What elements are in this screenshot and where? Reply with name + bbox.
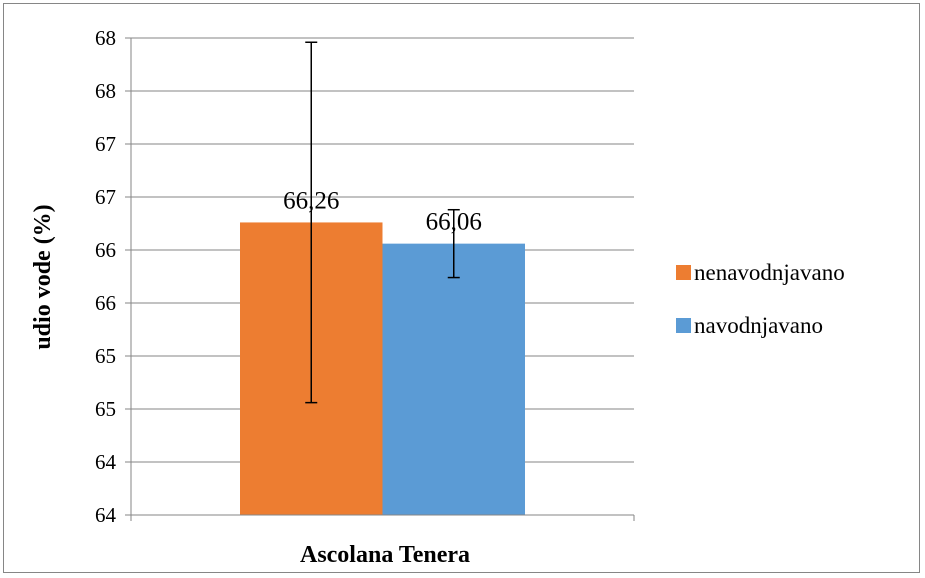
y-tick-label: 66 (95, 238, 116, 262)
y-tick-label: 68 (95, 79, 116, 103)
y-tick-label: 64 (95, 450, 117, 474)
y-tick-label: 68 (95, 26, 116, 50)
y-tick-label: 65 (95, 397, 116, 421)
bars (240, 222, 525, 515)
y-tick-label: 67 (95, 132, 116, 156)
legend: nenavodnjavano navodnjavano (676, 260, 845, 338)
x-axis-title: Ascolana Tenera (300, 542, 470, 568)
bar-navodnjavano (382, 243, 525, 515)
y-tick-label: 64 (95, 503, 117, 527)
axes (130, 38, 635, 521)
data-label-nenavodnjavano: 66,26 (283, 187, 339, 214)
y-tick-label: 67 (95, 185, 116, 209)
legend-label-nenavodnjavano: nenavodnjavano (694, 260, 845, 285)
y-tick-label: 65 (95, 344, 116, 368)
y-tick-labels: 64 64 65 65 66 66 67 67 68 68 (95, 26, 117, 527)
error-bars (305, 41, 460, 404)
data-labels: 66,26 66,06 (283, 187, 482, 235)
legend-swatch-navodnjavano (676, 318, 691, 333)
y-tick-label: 66 (95, 291, 116, 315)
y-axis-title: udio vode (%) (30, 204, 56, 349)
data-label-navodnjavano: 66,06 (426, 209, 482, 236)
legend-swatch-nenavodnjavano (676, 265, 691, 280)
legend-label-navodnjavano: navodnjavano (694, 313, 823, 338)
